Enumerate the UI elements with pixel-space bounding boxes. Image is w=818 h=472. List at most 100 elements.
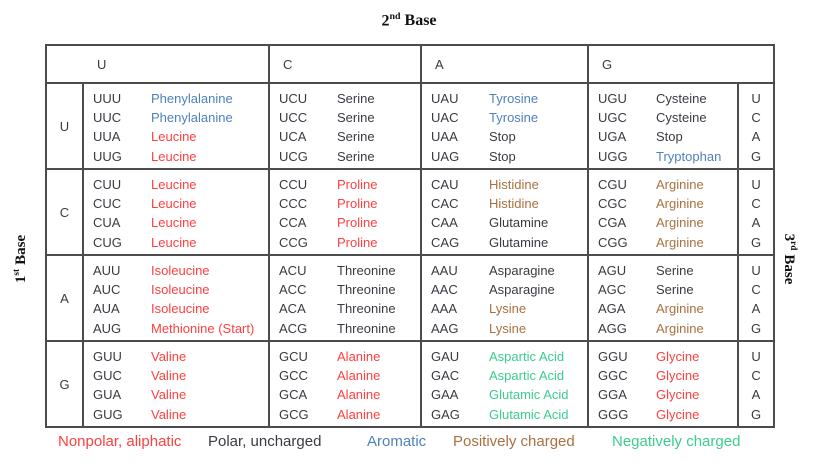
codon: UCC bbox=[279, 110, 308, 126]
third-base-letter: G bbox=[750, 148, 762, 164]
amino-acid: Threonine bbox=[337, 320, 396, 336]
codon-entry: GUC Valine bbox=[93, 366, 268, 385]
third-base-word: Base bbox=[781, 254, 797, 285]
codon-entry: CGU Arginine bbox=[598, 175, 737, 194]
codon: AAA bbox=[431, 301, 458, 317]
amino-acid: Serine bbox=[337, 148, 375, 164]
codon: GCU bbox=[279, 349, 308, 364]
codon-cell: UUU Phenylalanine UUC Phenylalanine UUA Leuci… bbox=[81, 82, 271, 170]
codon: UUU bbox=[93, 91, 122, 106]
codon-entry: ACC Threonine bbox=[279, 280, 420, 299]
codon: GUA bbox=[93, 387, 122, 403]
codon: UAC bbox=[431, 110, 459, 126]
codon-entry: CAU Histidine bbox=[431, 175, 587, 194]
codon-entry: AAU Asparagine bbox=[431, 261, 587, 280]
codon: UCU bbox=[279, 91, 308, 106]
third-base-axis-label: 3rd Base bbox=[780, 234, 798, 285]
codon-entry: CGC Arginine bbox=[598, 194, 737, 213]
codon: ACG bbox=[279, 320, 308, 336]
codon-cell: AGU Serine AGC Serine AGA Arginine AGG Arginine bbox=[587, 254, 740, 342]
codon-entry: AGA Arginine bbox=[598, 299, 737, 318]
column-header-U: U bbox=[44, 44, 271, 84]
codon-entry: CUC Leucine bbox=[93, 194, 268, 213]
codon: UCA bbox=[279, 129, 307, 145]
third-base-letter: A bbox=[751, 387, 761, 403]
codon: CAC bbox=[431, 196, 459, 212]
legend-item-positive: Positively charged bbox=[453, 433, 575, 450]
codon-entry: GGA Glycine bbox=[598, 385, 737, 404]
codon: CCG bbox=[279, 234, 308, 250]
codon: UUA bbox=[93, 129, 121, 145]
third-base-letter: U bbox=[751, 349, 761, 364]
codon-entry: ACU Threonine bbox=[279, 261, 420, 280]
row-label-C: C bbox=[45, 168, 84, 256]
codon-entry: AUG Methionine (Start) bbox=[93, 319, 268, 338]
codon: CUC bbox=[93, 196, 122, 212]
amino-acid: Stop bbox=[489, 129, 516, 145]
codon-entry: ACA Threonine bbox=[279, 299, 420, 318]
codon-entry: GAU Aspartic Acid bbox=[431, 347, 587, 366]
amino-acid: Histidine bbox=[489, 196, 539, 212]
codon-entry: CCC Proline bbox=[279, 194, 420, 213]
legend-item-aromatic: Aromatic bbox=[367, 433, 427, 450]
amino-acid: Glycine bbox=[656, 368, 700, 384]
codon: AUA bbox=[93, 301, 120, 317]
codon-entry: UCA Serine bbox=[279, 127, 420, 146]
codon: UUG bbox=[93, 148, 122, 164]
amino-acid: Glutamic Acid bbox=[489, 387, 569, 403]
codon-entry: CUU Leucine bbox=[93, 175, 268, 194]
codon: AUG bbox=[93, 320, 122, 336]
amino-acid: Proline bbox=[337, 215, 378, 231]
codon: CUU bbox=[93, 177, 122, 192]
legend-item-negative: Negatively charged bbox=[612, 433, 741, 450]
codon-entry: GGG Glycine bbox=[598, 405, 737, 424]
codon: CAA bbox=[431, 215, 458, 231]
codon-cell: CAU Histidine CAC Histidine CAA Glutamine CAG G… bbox=[420, 168, 590, 256]
amino-acid: Valine bbox=[151, 349, 187, 364]
codon-cell: AAU Asparagine AAC Asparagine AAA Lysine AAG Ly… bbox=[420, 254, 590, 342]
codon: AUU bbox=[93, 263, 121, 278]
amino-acid: Stop bbox=[656, 129, 683, 145]
codon: UGG bbox=[598, 148, 628, 164]
codon: UAG bbox=[431, 148, 460, 164]
codon-entry: GUG Valine bbox=[93, 405, 268, 424]
third-base-number: 3 bbox=[781, 233, 797, 242]
amino-acid: Cysteine bbox=[656, 110, 707, 126]
codon-entry: GGU Glycine bbox=[598, 347, 737, 366]
codon: GUC bbox=[93, 368, 122, 384]
amino-acid: Arginine bbox=[656, 196, 704, 212]
amino-acid: Leucine bbox=[151, 129, 197, 145]
codon-entry: UAA Stop bbox=[431, 127, 587, 146]
amino-acid: Arginine bbox=[656, 301, 704, 317]
codon-entry: UCC Serine bbox=[279, 108, 420, 127]
codon-cell: GCU Alanine GCC Alanine GCA Alanine GCG Alanine bbox=[268, 340, 423, 428]
third-base-superscript: rd bbox=[788, 241, 798, 251]
amino-acid: Methionine (Start) bbox=[151, 320, 255, 336]
amino-acid: Lysine bbox=[489, 320, 527, 336]
amino-acid: Aspartic Acid bbox=[489, 349, 565, 364]
codon-entry: AAA Lysine bbox=[431, 299, 587, 318]
codon: GCC bbox=[279, 368, 308, 384]
codon-entry: UUU Phenylalanine bbox=[93, 89, 268, 108]
amino-acid: Threonine bbox=[337, 282, 396, 298]
amino-acid: Valine bbox=[151, 406, 187, 422]
codon-cell: UCU Serine UCC Serine UCA Serine UCG Serine bbox=[268, 82, 423, 170]
amino-acid: Tyrosine bbox=[489, 110, 539, 126]
codon-entry: GCC Alanine bbox=[279, 366, 420, 385]
codon-cell: UGU Cysteine UGC Cysteine UGA Stop UGG Tryptoph… bbox=[587, 82, 740, 170]
column-header-A: A bbox=[420, 44, 590, 84]
codon: CCA bbox=[279, 215, 307, 231]
amino-acid: Proline bbox=[337, 234, 378, 250]
first-base-axis-label: 1st Base bbox=[12, 235, 30, 283]
codon-cell: GUU Valine GUC Valine GUA Valine GUG Valine bbox=[81, 340, 271, 428]
amino-acid: Glutamine bbox=[489, 234, 549, 250]
codon-entry: GCA Alanine bbox=[279, 385, 420, 404]
codon: CUA bbox=[93, 215, 121, 231]
first-base-number: 1 bbox=[13, 275, 29, 284]
amino-acid: Alanine bbox=[337, 349, 381, 364]
amino-acid: Glutamine bbox=[489, 215, 549, 231]
